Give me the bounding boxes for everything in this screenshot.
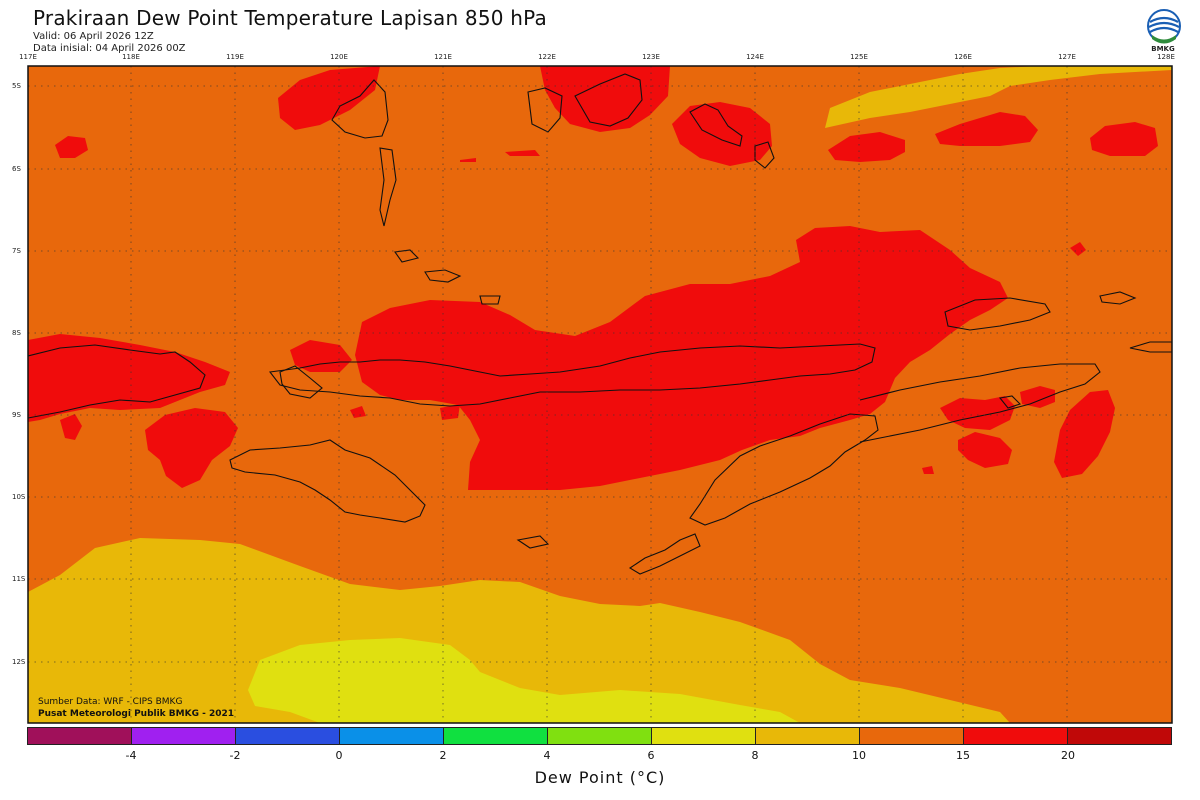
- coastline: [1099, 291, 1137, 305]
- red-region: [505, 150, 540, 156]
- coastline: [279, 365, 323, 399]
- colorbar-title: Dew Point (°C): [534, 768, 666, 787]
- red-region: [55, 136, 88, 158]
- red-region: [672, 102, 772, 166]
- lat-tick-label: 9S: [12, 411, 21, 419]
- lat-tick-label: 12S: [12, 658, 26, 666]
- red-region: [1054, 390, 1115, 478]
- lat-tick-label: 10S: [12, 493, 26, 501]
- lon-tick-label: 124E: [746, 53, 764, 61]
- bmkg-logo-icon: [1147, 9, 1181, 44]
- coastline: [1129, 341, 1172, 353]
- colorbar-label: 0: [335, 749, 343, 762]
- lon-tick-label: 128E: [1157, 53, 1175, 61]
- coastline: [516, 535, 550, 549]
- lon-tick-label: 117E: [19, 53, 37, 61]
- lon-tick-label: 121E: [434, 53, 452, 61]
- red-region: [145, 408, 238, 488]
- colorbar-segment: [340, 728, 444, 744]
- red-region: [440, 404, 460, 420]
- lat-tick-label: 7S: [12, 247, 21, 255]
- coastline: [479, 295, 501, 305]
- coastline: [998, 395, 1022, 409]
- colorbar-segment: [860, 728, 964, 744]
- coastline: [859, 363, 1101, 443]
- lon-tick-label: 119E: [226, 53, 244, 61]
- coastline: [28, 344, 206, 419]
- colorbar-segment: [652, 728, 756, 744]
- colorbar-label: 4: [543, 749, 551, 762]
- lon-tick-label: 123E: [642, 53, 660, 61]
- data-source-credit: Sumber Data: WRF - CIPS BMKG: [38, 697, 183, 707]
- red-region: [1070, 242, 1086, 256]
- lat-tick-label: 6S: [12, 165, 21, 173]
- colorbar-segment: [1068, 728, 1171, 744]
- red-region: [290, 340, 352, 372]
- red-region: [935, 112, 1038, 146]
- coastline: [527, 87, 563, 133]
- organization-credit: Pusat Meteorologi Publik BMKG - 2021: [38, 709, 235, 719]
- lon-tick-label: 120E: [330, 53, 348, 61]
- colorbar-label: -2: [229, 749, 241, 762]
- red-region: [1090, 122, 1158, 156]
- coastline: [689, 103, 743, 147]
- red-region: [940, 396, 1015, 430]
- colorbar-label: -4: [125, 749, 137, 762]
- colorbar-label: 10: [852, 749, 866, 762]
- map-frame: [27, 65, 1173, 724]
- lat-tick-label: 5S: [12, 82, 21, 90]
- lon-tick-label: 125E: [850, 53, 868, 61]
- lon-tick-label: 122E: [538, 53, 556, 61]
- red-region: [28, 334, 230, 422]
- lon-tick-label: 118E: [122, 53, 140, 61]
- colorbar-segment: [444, 728, 548, 744]
- red-region: [922, 466, 934, 474]
- coastline: [574, 73, 643, 127]
- colorbar-label: 15: [956, 749, 970, 762]
- valid-time: Valid: 06 April 2026 12Z: [33, 31, 154, 42]
- lat-tick-label: 11S: [12, 575, 26, 583]
- red-region: [278, 66, 380, 130]
- colorbar-label: 2: [439, 749, 447, 762]
- yellow-region: [248, 638, 800, 723]
- colorbar-segment: [132, 728, 236, 744]
- lon-tick-label: 126E: [954, 53, 972, 61]
- colorbar: [27, 727, 1172, 745]
- red-region: [355, 226, 1008, 490]
- red-region: [1020, 386, 1055, 408]
- colorbar-segment: [548, 728, 652, 744]
- coastline: [689, 413, 879, 526]
- red-region: [828, 132, 905, 162]
- red-region: [60, 414, 82, 440]
- coastline: [229, 439, 426, 523]
- colorbar-segment: [28, 728, 132, 744]
- coastline: [628, 533, 701, 575]
- red-region: [958, 432, 1012, 468]
- initial-data-time: Data inisial: 04 April 2026 00Z: [33, 43, 186, 54]
- coastline: [331, 79, 389, 139]
- colorbar-segment: [964, 728, 1068, 744]
- colorbar-segment: [236, 728, 340, 744]
- colorbar-label: 8: [751, 749, 759, 762]
- lat-tick-label: 8S: [12, 329, 21, 337]
- colorbar-label: 6: [647, 749, 655, 762]
- gold-region: [825, 66, 1172, 128]
- coastline: [944, 297, 1051, 331]
- coastline: [379, 147, 397, 227]
- coastline: [268, 343, 876, 407]
- lon-tick-label: 127E: [1058, 53, 1076, 61]
- colorbar-label: 20: [1061, 749, 1075, 762]
- map-title: Prakiraan Dew Point Temperature Lapisan …: [33, 6, 547, 30]
- coastline: [424, 269, 462, 283]
- red-region: [460, 158, 476, 162]
- colorbar-segment: [756, 728, 860, 744]
- logo-text: BMKG: [1151, 45, 1175, 53]
- red-region: [540, 66, 670, 132]
